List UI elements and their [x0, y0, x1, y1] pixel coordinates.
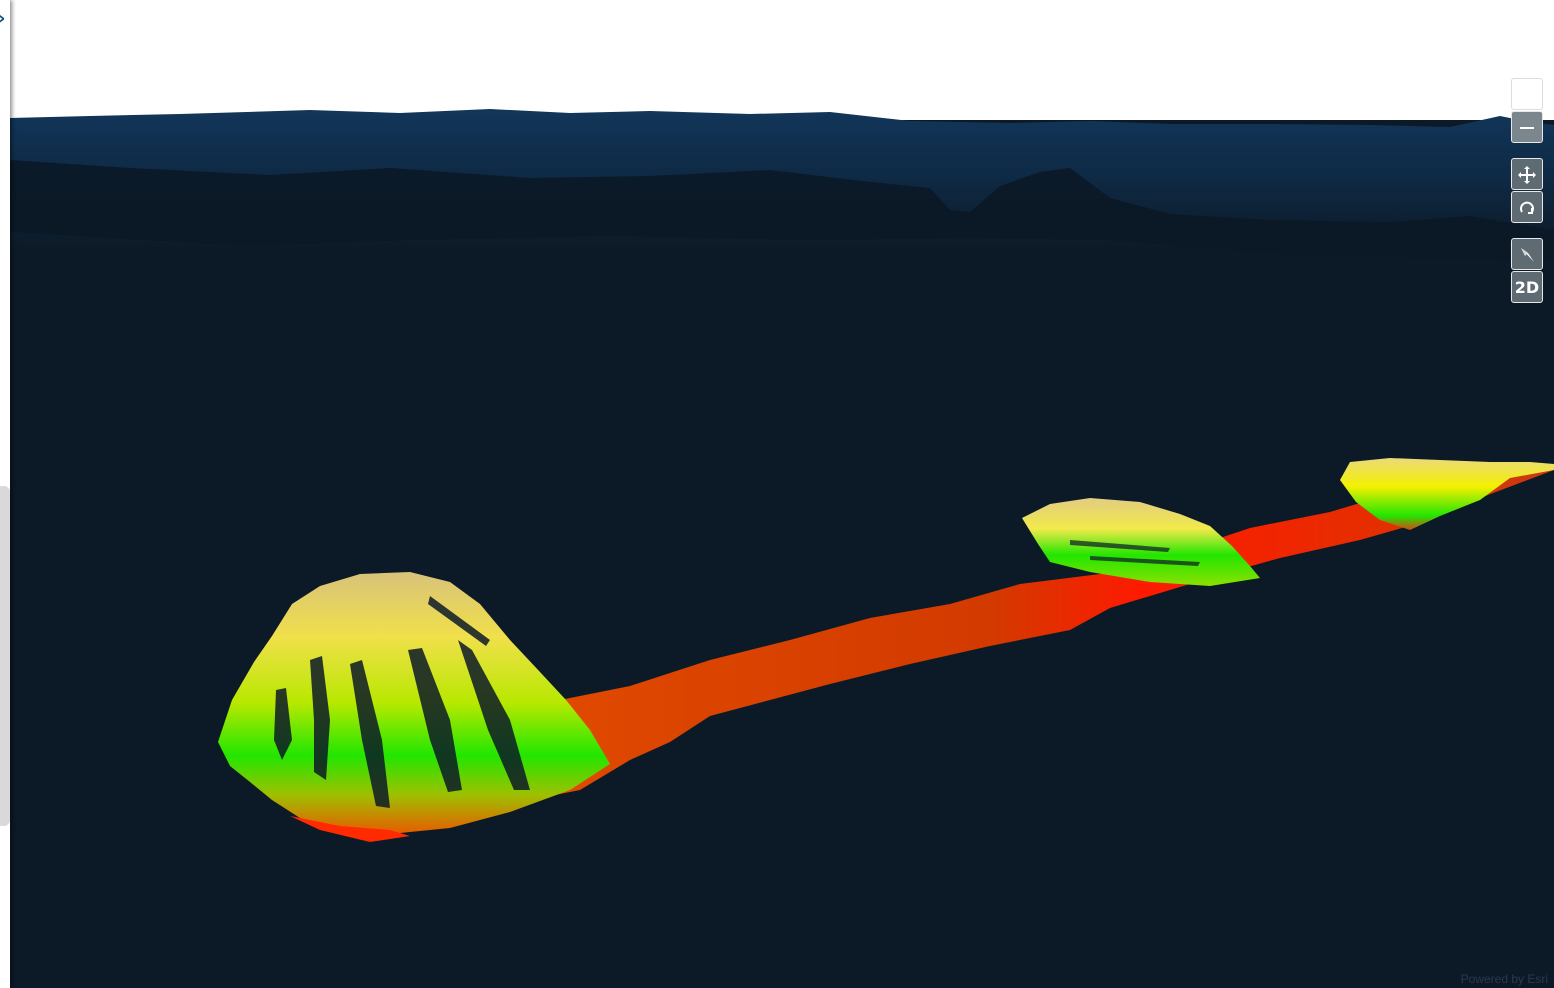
seamount-large-base — [290, 816, 410, 842]
collapse-panel-button[interactable]: › — [0, 8, 10, 30]
bathymetry-scene — [10, 0, 1554, 988]
panel-scroll-handle[interactable] — [0, 486, 10, 826]
zoom-out-button[interactable] — [1511, 111, 1543, 143]
move-icon — [1518, 166, 1536, 184]
compass-icon — [1521, 248, 1534, 262]
horizon-shadow — [10, 160, 1554, 260]
survey-strip — [530, 466, 1554, 800]
zoom-in-button[interactable] — [1511, 78, 1543, 110]
view-mode-label: 2D — [1514, 278, 1540, 297]
seamount-middle-streaks — [1070, 540, 1200, 566]
map-scene-view[interactable] — [10, 0, 1554, 988]
minus-icon — [1520, 127, 1534, 129]
rotate-button[interactable] — [1511, 191, 1543, 223]
pan-button[interactable] — [1511, 158, 1543, 190]
toggle-2d-view-button[interactable]: 2D — [1511, 271, 1543, 303]
seamount-large-streaks — [274, 596, 530, 808]
seamount-far — [1340, 458, 1554, 530]
rotate-icon — [1520, 201, 1534, 214]
map-attribution[interactable]: Powered by Esri — [1460, 972, 1548, 986]
seamount-middle — [1022, 498, 1260, 586]
sky — [10, 0, 1554, 130]
compass-button[interactable] — [1511, 238, 1543, 270]
